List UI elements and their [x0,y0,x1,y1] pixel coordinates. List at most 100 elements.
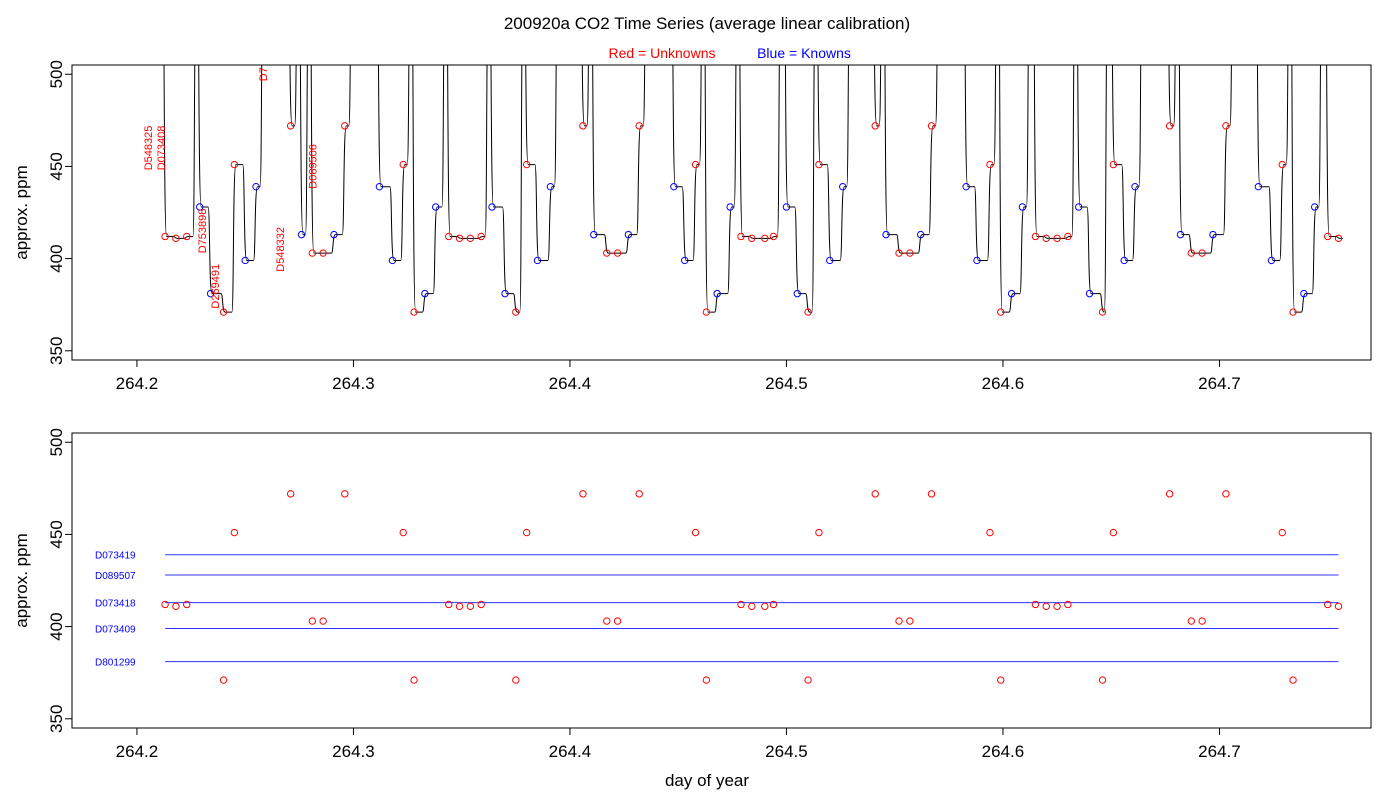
unknown-point [635,122,643,130]
unknown-point [455,602,464,611]
unknown-point [871,122,879,130]
reference-line-label: D073409 [95,624,136,635]
unknown-point [769,600,778,609]
known-point [421,289,429,298]
unknown-point [1278,160,1286,169]
unknown-point [341,122,349,130]
bottom-panel-scatter: 264.2 264.3 264.4 264.5 264.6 264.7 350 400 450 5… [12,428,1372,761]
unknown-point [1098,676,1107,684]
unknown-point [1053,234,1061,243]
bottom-y-tick-label: 350 [47,705,66,733]
known-point [726,203,734,211]
known-point [501,289,509,298]
figure-title: 200920a CO2 Time Series (average linear … [504,14,910,33]
unknown-point [445,600,453,609]
unknown-point [804,676,812,684]
unknown-point [466,602,475,611]
unknown-point [399,528,407,537]
unknown-point [477,232,485,241]
top-y-axis-label: approx. ppm [12,165,31,260]
unknown-point [1042,602,1050,611]
unknown-point [308,249,317,257]
legend-knowns: Blue = Knowns [757,45,851,61]
known-point [1075,203,1083,211]
unknown-point [986,528,994,537]
unknown-point [172,602,180,611]
known-point [1018,203,1027,211]
unknown-point [1222,490,1230,498]
unknown-point [1109,528,1118,537]
unknown-point [319,249,327,257]
bottom-y-tick-label: 500 [47,428,66,456]
tank-id-annotation: D089506 [308,144,320,189]
unknown-point [691,160,700,169]
bottom-y-axis-label: approx. ppm [12,533,31,628]
unknown-point [761,602,769,611]
top-x-tick-label: 264.3 [332,374,375,393]
unknown-point [161,600,169,609]
known-point [826,256,834,265]
unknown-point [769,232,778,241]
known-point [916,230,925,239]
known-point [546,182,555,191]
known-point [624,230,633,239]
unknown-point [1187,249,1196,257]
known-point [432,203,440,211]
unknown-point [906,617,914,625]
unknown-point [1031,600,1040,609]
tank-id-annotation: D548332 [275,227,287,272]
top-x-tick-label: 264.5 [765,374,808,393]
x-axis-label: day of year [665,771,749,790]
unknown-point [895,617,903,625]
unknown-point [871,490,879,498]
unknown-point [737,232,745,241]
known-point [1254,182,1263,191]
unknown-point [761,234,769,243]
bottom-x-tick-label: 264.7 [1198,742,1241,761]
unknown-point [691,528,700,537]
known-point [973,256,981,265]
top-plot-frame [71,64,1372,361]
unknown-point [1064,232,1072,241]
known-point [388,256,397,265]
tank-id-annotation: D269491 [210,264,222,309]
unknown-point [702,308,711,316]
unknown-point [512,308,520,316]
known-point [488,203,496,211]
unknown-point [906,249,914,257]
unknown-point [1031,232,1040,241]
unknown-point [997,676,1005,684]
bottom-y-tick-label: 450 [47,520,66,548]
unknown-point [522,528,531,537]
bottom-plot-frame [71,432,1372,729]
known-point [1131,182,1139,191]
unknown-point [895,249,903,257]
top-x-tick-label: 264.7 [1198,374,1241,393]
bottom-x-tick-label: 264.2 [116,742,159,761]
top-x-tick-label: 264.6 [982,374,1025,393]
unknown-point [161,232,169,241]
top-y-tick-label: 400 [47,244,66,272]
unknown-point [410,308,418,316]
known-point [793,289,801,298]
unknown-point [579,122,587,130]
unknown-point [815,528,823,537]
known-point [590,230,598,239]
unknown-point [613,617,622,625]
known-point [680,256,689,265]
known-point [1311,203,1319,211]
unknown-point [1053,602,1061,611]
unknown-point [319,617,327,625]
unknown-point [1198,617,1206,625]
unknown-point [603,617,611,625]
unknown-point [748,234,756,243]
reference-line-label: D801299 [95,658,136,669]
unknown-point [737,600,745,609]
top-panel-time-series: 264.2 264.3 264.4 264.5 264.6 264.7 350 400 450 5… [12,60,1372,393]
top-y-tick-label: 350 [47,337,66,365]
tank-id-annotation: D548325 [143,126,155,171]
unknown-point [1187,617,1196,625]
known-point [1300,289,1308,298]
legend-unknowns: Red = Unknowns [608,45,715,61]
